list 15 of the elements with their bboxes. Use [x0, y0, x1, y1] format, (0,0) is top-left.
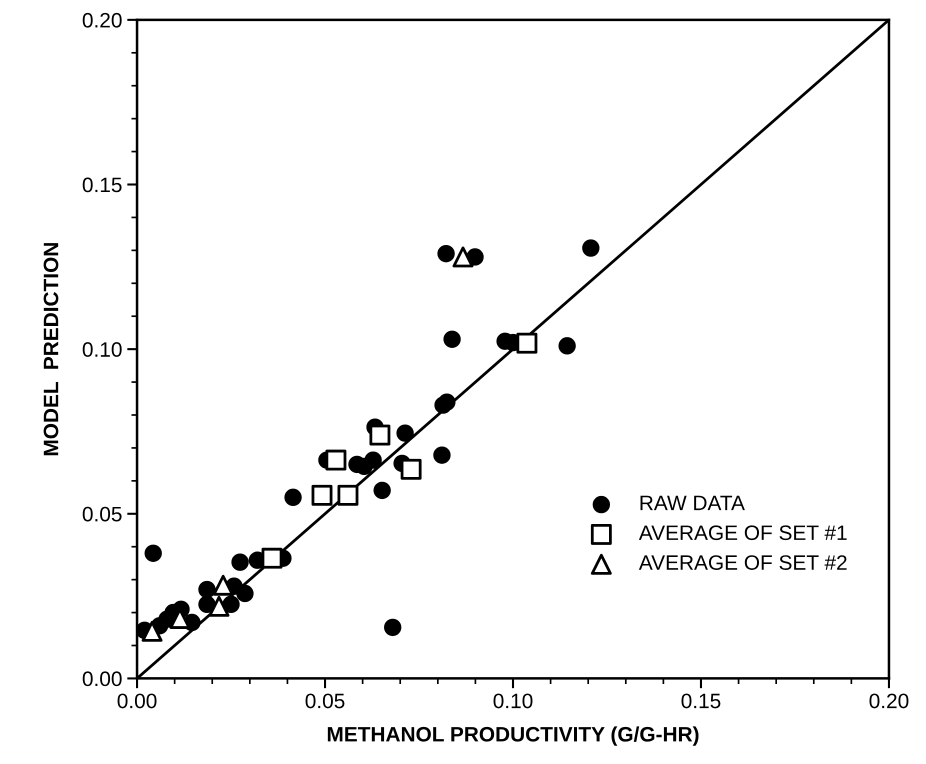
- y-axis-title: MODEL PREDICTION: [44, 243, 58, 456]
- y-tick-label: 0.15: [82, 178, 122, 192]
- x-tick-label: 0.00: [118, 694, 157, 708]
- x-tick-label: 0.05: [306, 694, 344, 708]
- x-tick-label: 0.20: [870, 694, 908, 708]
- x-axis-title: METHANOL PRODUCTIVITY (G/G-HR): [328, 726, 699, 746]
- y-tick-label: 0.10: [82, 342, 122, 357]
- x-tick-label: 0.15: [682, 694, 720, 708]
- y-tick-label: 0.20: [82, 12, 122, 28]
- y-tick-label: 0.05: [82, 506, 122, 522]
- y-tick-label: 0.00: [82, 671, 122, 686]
- legend-label: AVERAGE OF SET #1: [638, 525, 847, 540]
- x-tick-label: 0.10: [494, 694, 532, 708]
- legend-label: RAW DATA: [640, 496, 745, 510]
- legend-label: AVERAGE OF SET #2: [638, 555, 847, 570]
